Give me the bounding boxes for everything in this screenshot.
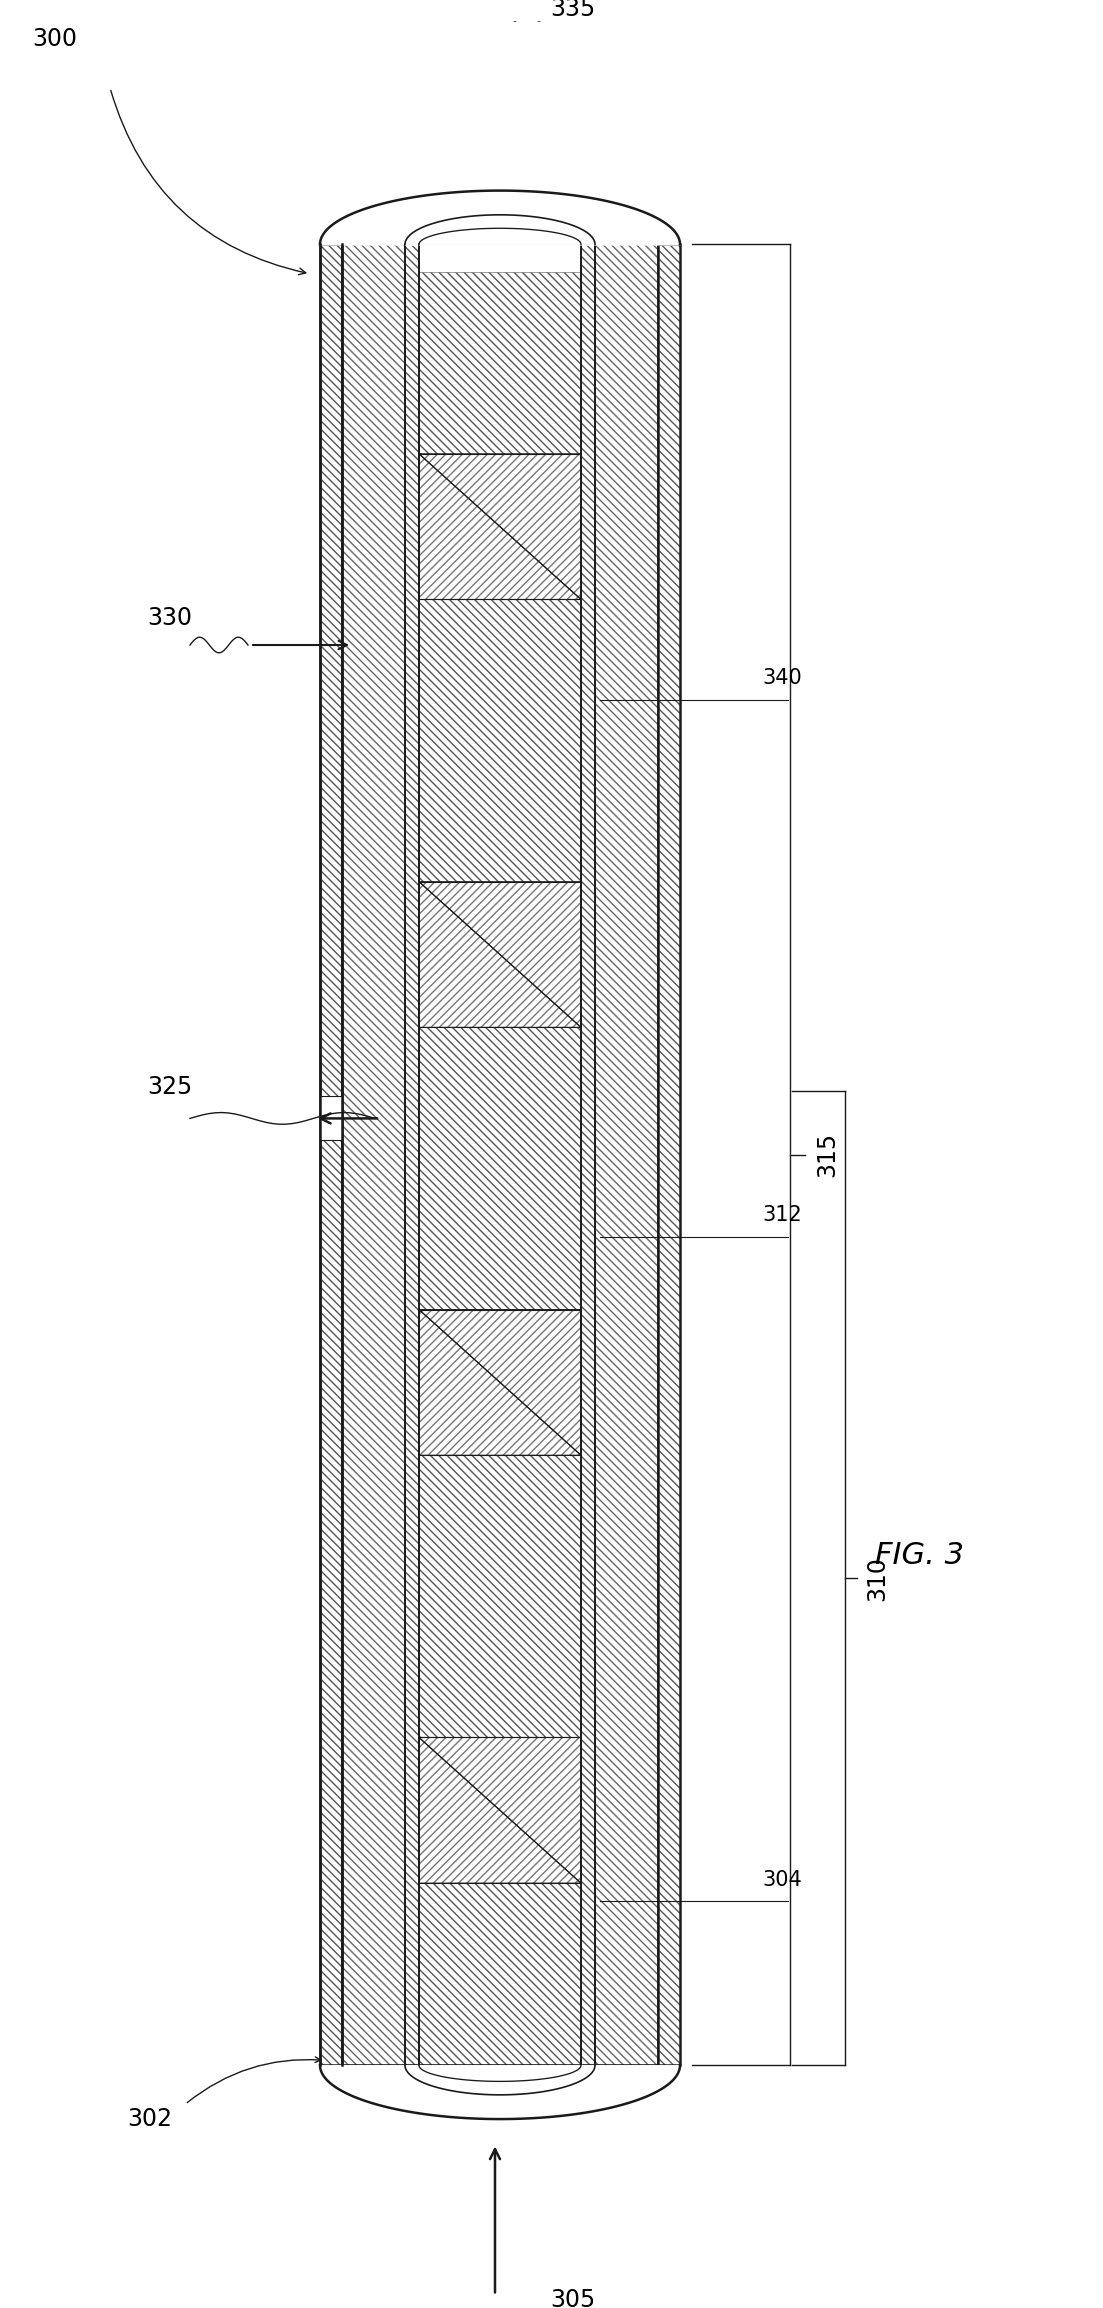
Bar [658, 245, 681, 2066]
Text: 300: 300 [32, 28, 77, 51]
Bar [419, 455, 581, 600]
Bar [419, 600, 581, 882]
Bar [595, 245, 658, 2066]
Text: 302: 302 [128, 2107, 172, 2130]
Text: 304: 304 [762, 1869, 802, 1890]
Text: FIG. 3: FIG. 3 [876, 1542, 964, 1569]
Bar [419, 1456, 581, 1738]
Text: 335: 335 [550, 0, 596, 21]
Bar [320, 245, 342, 2066]
Bar [342, 245, 405, 2066]
Bar [419, 1027, 581, 1309]
Bar [419, 245, 581, 2066]
Bar [320, 245, 342, 2066]
Bar [405, 245, 419, 2066]
Bar [419, 245, 581, 2066]
Text: 310: 310 [865, 1556, 889, 1602]
Text: 325: 325 [148, 1076, 193, 1099]
Text: 312: 312 [762, 1205, 802, 1226]
Bar [419, 1883, 581, 2066]
Text: 315: 315 [815, 1133, 839, 1177]
Bar [419, 1738, 581, 1883]
Bar [419, 272, 581, 455]
Bar [320, 1096, 342, 1140]
Bar [419, 882, 581, 1027]
Text: 330: 330 [148, 607, 193, 630]
Bar [595, 245, 658, 2066]
Bar [658, 245, 681, 2066]
Bar [581, 245, 595, 2066]
Text: 340: 340 [762, 667, 802, 688]
Bar [581, 245, 595, 2066]
Text: 305: 305 [550, 2287, 596, 2308]
Bar [342, 245, 405, 2066]
Bar [405, 245, 419, 2066]
Bar [419, 1309, 581, 1456]
